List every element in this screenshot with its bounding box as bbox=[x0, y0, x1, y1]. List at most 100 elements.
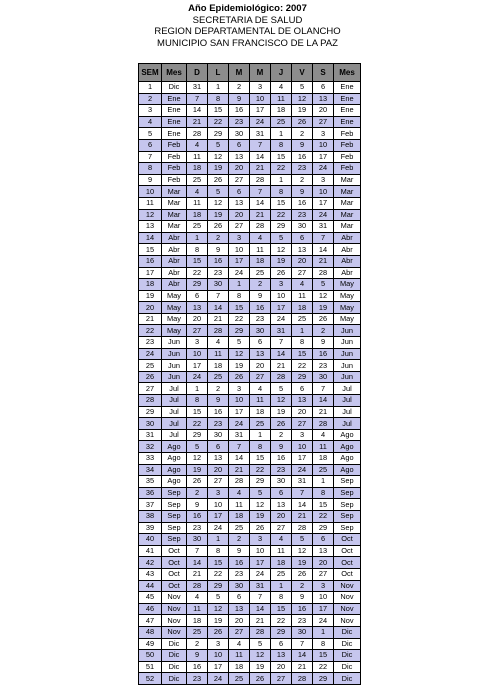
cell-friday: 30 bbox=[291, 625, 313, 639]
cell-tuesday: 27 bbox=[228, 625, 250, 639]
cell-thursday: 11 bbox=[270, 92, 292, 106]
cell-monday: 27 bbox=[207, 475, 229, 488]
cell-week-number: 47 bbox=[138, 614, 162, 627]
cell-tuesday: 18 bbox=[228, 660, 250, 674]
cell-week-number: 43 bbox=[138, 567, 162, 581]
cell-friday: 9 bbox=[291, 185, 313, 198]
cell-saturday: 15 bbox=[312, 498, 334, 511]
cell-friday: 26 bbox=[291, 567, 313, 581]
cell-saturday: 14 bbox=[312, 394, 334, 407]
cell-friday: 28 bbox=[291, 672, 313, 685]
cell-friday: 5 bbox=[291, 81, 313, 94]
cell-wednesday: 11 bbox=[249, 243, 271, 256]
cell-week-number: 23 bbox=[138, 336, 162, 349]
cell-start-month: Sep bbox=[161, 498, 187, 511]
cell-friday: 22 bbox=[291, 359, 313, 372]
cell-tuesday: 10 bbox=[228, 243, 250, 256]
cell-week-number: 33 bbox=[138, 452, 162, 465]
cell-end-month: Abr bbox=[333, 231, 361, 245]
cell-sunday: 11 bbox=[186, 602, 208, 616]
cell-saturday: 20 bbox=[312, 556, 334, 569]
cell-end-month: Ago bbox=[333, 452, 361, 465]
cell-end-month: May bbox=[333, 301, 361, 314]
cell-friday: 2 bbox=[291, 173, 313, 187]
cell-start-month: Dic bbox=[161, 660, 187, 674]
cell-week-number: 24 bbox=[138, 347, 162, 361]
cell-monday: 26 bbox=[207, 173, 229, 187]
cell-saturday: 8 bbox=[312, 637, 334, 651]
cell-sunday: 11 bbox=[186, 150, 208, 164]
cell-week-number: 40 bbox=[138, 533, 162, 546]
cell-thursday: 22 bbox=[270, 162, 292, 175]
cell-sunday: 5 bbox=[186, 440, 208, 453]
cell-tuesday: 21 bbox=[228, 463, 250, 477]
table-row: 39 Sep 23 24 25 26 27 28 29 Sep bbox=[138, 521, 361, 535]
cell-monday: 15 bbox=[207, 104, 229, 117]
cell-wednesday: 31 bbox=[249, 127, 271, 140]
cell-start-month: May bbox=[161, 301, 187, 314]
cell-friday: 6 bbox=[291, 231, 313, 245]
cell-tuesday: 6 bbox=[228, 591, 250, 604]
cell-week-number: 17 bbox=[138, 266, 162, 280]
cell-tuesday: 3 bbox=[228, 382, 250, 396]
cell-start-month: Ene bbox=[161, 115, 187, 129]
cell-sunday: 16 bbox=[186, 509, 208, 523]
cell-start-month: Oct bbox=[161, 567, 187, 581]
cell-monday: 2 bbox=[207, 231, 229, 245]
table-row: 20 May 13 14 15 16 17 18 19 May bbox=[138, 301, 361, 314]
cell-saturday: 18 bbox=[312, 452, 334, 465]
table-row: 10 Mar 4 5 6 7 8 9 10 Mar bbox=[138, 185, 361, 198]
cell-saturday: 19 bbox=[312, 301, 334, 314]
cell-end-month: Oct bbox=[333, 567, 361, 581]
cell-monday: 12 bbox=[207, 196, 229, 210]
cell-end-month: Ene bbox=[333, 104, 361, 117]
cell-friday: 18 bbox=[291, 301, 313, 314]
cell-saturday: 2 bbox=[312, 324, 334, 338]
cell-friday: 23 bbox=[291, 208, 313, 222]
cell-monday: 23 bbox=[207, 417, 229, 430]
cell-thursday: 15 bbox=[270, 150, 292, 164]
table-row: 22 May 27 28 29 30 31 1 2 Jun bbox=[138, 324, 361, 338]
cell-monday: 11 bbox=[207, 347, 229, 361]
cell-tuesday: 15 bbox=[228, 301, 250, 314]
cell-start-month: Abr bbox=[161, 266, 187, 280]
cell-monday: 1 bbox=[207, 533, 229, 546]
table-row: 6 Feb 4 5 6 7 8 9 10 Feb bbox=[138, 138, 361, 152]
cell-wednesday: 26 bbox=[249, 521, 271, 535]
cell-week-number: 4 bbox=[138, 115, 162, 129]
cell-wednesday: 21 bbox=[249, 162, 271, 175]
cell-end-month: Ago bbox=[333, 440, 361, 453]
cell-sunday: 4 bbox=[186, 591, 208, 604]
cell-end-month: Jul bbox=[333, 417, 361, 430]
cell-friday: 21 bbox=[291, 509, 313, 523]
cell-start-month: Abr bbox=[161, 254, 187, 268]
cell-saturday: 14 bbox=[312, 243, 334, 256]
cell-thursday: 4 bbox=[270, 533, 292, 546]
cell-saturday: 10 bbox=[312, 591, 334, 604]
cell-friday: 5 bbox=[291, 533, 313, 546]
cell-sunday: 27 bbox=[186, 324, 208, 338]
cell-thursday: 26 bbox=[270, 417, 292, 430]
epidemiological-calendar-table: SEM Mes D L M M J V S Mes 1 Dic 31 1 2 3 4 5 6 En… bbox=[138, 63, 361, 685]
cell-tuesday: 5 bbox=[228, 336, 250, 349]
cell-week-number: 18 bbox=[138, 278, 162, 291]
cell-week-number: 11 bbox=[138, 196, 162, 210]
cell-monday: 10 bbox=[207, 498, 229, 511]
cell-week-number: 8 bbox=[138, 162, 162, 175]
table-row: 7 Feb 11 12 13 14 15 16 17 Feb bbox=[138, 150, 361, 164]
cell-monday: 9 bbox=[207, 243, 229, 256]
cell-sunday: 8 bbox=[186, 394, 208, 407]
cell-tuesday: 27 bbox=[228, 173, 250, 187]
cell-wednesday: 27 bbox=[249, 370, 271, 384]
cell-friday: 16 bbox=[291, 150, 313, 164]
cell-sunday: 7 bbox=[186, 544, 208, 558]
cell-monday: 26 bbox=[207, 625, 229, 639]
cell-sunday: 24 bbox=[186, 370, 208, 384]
cell-monday: 9 bbox=[207, 394, 229, 407]
cell-friday: 9 bbox=[291, 138, 313, 152]
cell-thursday: 31 bbox=[270, 324, 292, 338]
cell-end-month: Jul bbox=[333, 405, 361, 419]
cell-sunday: 28 bbox=[186, 579, 208, 593]
col-header-tuesday: M bbox=[228, 63, 250, 82]
cell-end-month: Jun bbox=[333, 359, 361, 372]
